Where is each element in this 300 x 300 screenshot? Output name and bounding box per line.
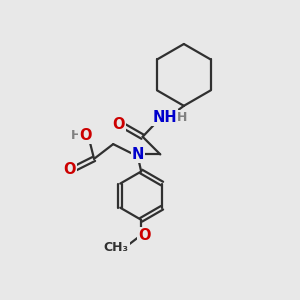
Text: N: N: [132, 147, 144, 162]
Text: H: H: [70, 129, 81, 142]
Text: CH₃: CH₃: [103, 241, 129, 254]
Text: O: O: [139, 228, 151, 243]
Text: O: O: [112, 117, 125, 132]
Text: O: O: [79, 128, 92, 143]
Text: H: H: [177, 110, 187, 124]
Text: O: O: [64, 162, 76, 177]
Text: NH: NH: [152, 110, 177, 124]
